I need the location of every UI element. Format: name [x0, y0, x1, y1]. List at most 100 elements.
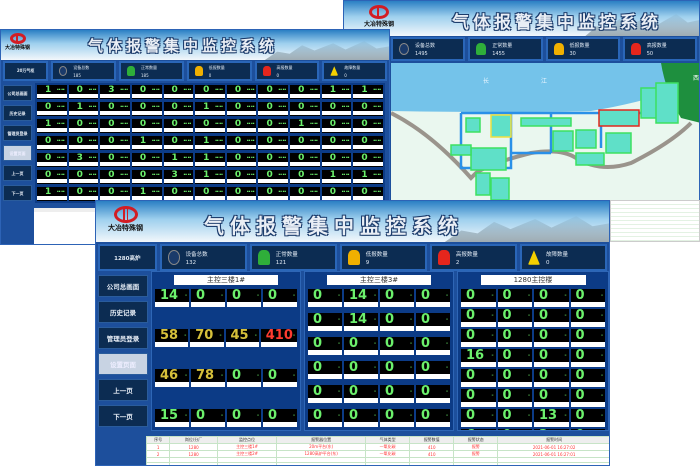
sidebar-item-4[interactable]: 上一页 [98, 379, 148, 401]
sensor-cell[interactable]: 0≡ [534, 389, 569, 407]
sensor-cell[interactable]: 1 ▪▪ ▪▪ [131, 187, 162, 201]
sensor-cell[interactable]: 0 ▪▪ ▪▪ [68, 85, 99, 99]
sensor-cell[interactable]: 0 ▪▪ ▪▪ [321, 153, 352, 167]
sensor-cell[interactable]: 0≡ [191, 289, 225, 307]
sensor-cell[interactable]: 6≡ [461, 429, 496, 430]
sensor-cell[interactable]: 0≡ [570, 329, 605, 347]
sensor-cell[interactable]: 1 ▪▪ ▪▪ [195, 136, 225, 150]
sensor-cell[interactable]: 0≡ [570, 289, 605, 307]
sensor-cell[interactable]: 0 ▪▪ ▪▪ [131, 85, 162, 99]
sensor-cell[interactable]: 0≡ [497, 309, 532, 327]
sensor-cell[interactable]: 0 ▪▪ ▪▪ [258, 85, 289, 99]
sensor-cell[interactable]: 0 ▪▪ ▪▪ [37, 170, 67, 184]
sensor-cell[interactable]: 0 ▪▪ ▪▪ [195, 187, 225, 201]
sensor-cell[interactable]: 0 ▪▪ ▪▪ [100, 136, 130, 150]
sensor-cell[interactable]: 0≡ [416, 385, 450, 403]
sidebar-item-5[interactable]: 下一页 [3, 185, 32, 201]
sensor-cell[interactable]: 0 ▪▪ ▪▪ [163, 102, 194, 116]
sensor-cell[interactable]: 3 ▪▪ ▪▪ [68, 153, 99, 167]
sidebar-item-4[interactable]: 上一页 [3, 165, 32, 181]
sensor-cell[interactable]: 0≡ [570, 349, 605, 367]
sensor-cell[interactable]: 0≡ [380, 361, 414, 379]
sidebar-item-3[interactable]: 设置页面 [3, 145, 32, 161]
sensor-cell[interactable]: 0 ▪▪ ▪▪ [37, 136, 67, 150]
sensor-cell[interactable]: 1 ▪▪ ▪▪ [321, 85, 352, 99]
sensor-cell[interactable]: 0 ▪▪ ▪▪ [131, 102, 162, 116]
sensor-cell[interactable]: 0 ▪▪ ▪▪ [226, 136, 257, 150]
sensor-cell[interactable]: 0 ▪▪ ▪▪ [353, 187, 383, 201]
sidebar-item-0[interactable]: 公司总画面 [98, 275, 148, 297]
sensor-cell[interactable]: 410 ≡ [260, 329, 297, 347]
table-row[interactable]: 2 1280 主控三楼2# 1280高炉平台(东) 一氧化碳 410 报警 2021-06-0… [145, 450, 609, 458]
sensor-cell[interactable]: 1 ▪▪ ▪▪ [163, 153, 194, 167]
sensor-cell[interactable]: 0≡ [534, 349, 569, 367]
sensor-cell[interactable]: 14 ≡ [344, 313, 378, 331]
sensor-cell[interactable]: 0≡ [570, 429, 605, 430]
sensor-cell[interactable]: 0 ▪▪ ▪▪ [100, 187, 130, 201]
sensor-cell[interactable]: 0 ▪▪ ▪▪ [290, 85, 320, 99]
sensor-cell[interactable]: 0≡ [534, 309, 569, 327]
sensor-cell[interactable]: 0 ▪▪ ▪▪ [321, 119, 352, 133]
sensor-cell[interactable]: 0≡ [380, 313, 414, 331]
sensor-cell[interactable]: 0 ▪▪ ▪▪ [290, 153, 320, 167]
sensor-cell[interactable]: 0≡ [308, 409, 342, 427]
sensor-cell[interactable]: 0≡ [380, 409, 414, 427]
sensor-cell[interactable]: 13 ≡ [534, 409, 569, 427]
sensor-cell[interactable]: 0≡ [461, 329, 496, 347]
sensor-cell[interactable]: 0 ▪▪ ▪▪ [100, 102, 130, 116]
sidebar-item-2[interactable]: 管理员登录 [98, 327, 148, 349]
sensor-cell[interactable]: 2≡ [534, 429, 569, 430]
sensor-cell[interactable]: 0 ▪▪ ▪▪ [195, 85, 225, 99]
sensor-cell[interactable]: 0≡ [497, 329, 532, 347]
sensor-cell[interactable]: 70 ≡ [190, 329, 224, 347]
sensor-cell[interactable]: 0 ▪▪ ▪▪ [226, 170, 257, 184]
sensor-cell[interactable]: 0≡ [570, 409, 605, 427]
sensor-cell[interactable]: 0 ▪▪ ▪▪ [195, 119, 225, 133]
sensor-cell[interactable]: 0 ▪▪ ▪▪ [321, 187, 352, 201]
sensor-cell[interactable]: 0≡ [344, 385, 378, 403]
sensor-cell[interactable]: 0≡ [227, 289, 261, 307]
sidebar-item-0[interactable]: 公司总画面 [3, 85, 32, 101]
sensor-cell[interactable]: 15 ≡ [155, 409, 189, 427]
sensor-cell[interactable]: 0 ▪▪ ▪▪ [226, 102, 257, 116]
sensor-cell[interactable]: 0≡ [461, 389, 496, 407]
sensor-cell[interactable]: 0 ▪▪ ▪▪ [258, 153, 289, 167]
sensor-cell[interactable]: 0≡ [534, 329, 569, 347]
sensor-cell[interactable]: 0≡ [416, 361, 450, 379]
sensor-cell[interactable]: 0 ▪▪ ▪▪ [226, 153, 257, 167]
sensor-cell[interactable]: 0≡ [308, 361, 342, 379]
sensor-cell[interactable]: 0≡ [461, 409, 496, 427]
sensor-cell[interactable]: 0≡ [570, 369, 605, 387]
sensor-cell[interactable]: 0 ▪▪ ▪▪ [290, 187, 320, 201]
sensor-cell[interactable]: 14 ≡ [344, 289, 378, 307]
sensor-cell[interactable]: 1 ▪▪ ▪▪ [290, 119, 320, 133]
sensor-cell[interactable]: 0≡ [263, 409, 297, 427]
sensor-cell[interactable]: 0≡ [497, 369, 532, 387]
sensor-cell[interactable]: 0≡ [534, 289, 569, 307]
sensor-cell[interactable]: 0≡ [344, 409, 378, 427]
sensor-cell[interactable]: 0 ▪▪ ▪▪ [321, 102, 352, 116]
sensor-cell[interactable]: 0 ▪▪ ▪▪ [258, 136, 289, 150]
sensor-cell[interactable]: 0 ▪▪ ▪▪ [37, 153, 67, 167]
sidebar-item-1[interactable]: 历史记录 [3, 105, 32, 121]
sensor-cell[interactable]: 0≡ [263, 369, 297, 387]
sensor-cell[interactable]: 0≡ [416, 313, 450, 331]
sensor-cell[interactable]: 0 ▪▪ ▪▪ [131, 119, 162, 133]
sensor-cell[interactable]: 0 ▪▪ ▪▪ [37, 102, 67, 116]
table-row[interactable]: 1 1280 主控三楼1# 20m平台(东) 一氧化碳 410 报警 2021-06-01 1… [145, 443, 609, 451]
sensor-cell[interactable]: 0 ▪▪ ▪▪ [163, 136, 194, 150]
sensor-cell[interactable]: 0 ▪▪ ▪▪ [290, 102, 320, 116]
sensor-cell[interactable]: 16 ≡ [461, 349, 496, 367]
sensor-cell[interactable]: 0 ▪▪ ▪▪ [68, 136, 99, 150]
sidebar-item-2[interactable]: 管理员登录 [3, 125, 32, 141]
sensor-cell[interactable]: 0 ▪▪ ▪▪ [258, 119, 289, 133]
sensor-cell[interactable]: 0 ▪▪ ▪▪ [321, 136, 352, 150]
sensor-cell[interactable]: 78 ≡ [191, 369, 225, 387]
sensor-cell[interactable]: 0≡ [416, 289, 450, 307]
sensor-cell[interactable]: 0 ▪▪ ▪▪ [258, 102, 289, 116]
sensor-cell[interactable]: 0 ▪▪ ▪▪ [68, 187, 99, 201]
sensor-cell[interactable]: 0≡ [380, 385, 414, 403]
sensor-cell[interactable]: 0 ▪▪ ▪▪ [353, 119, 383, 133]
sensor-cell[interactable]: 0≡ [497, 389, 532, 407]
sensor-cell[interactable]: 0≡ [570, 309, 605, 327]
